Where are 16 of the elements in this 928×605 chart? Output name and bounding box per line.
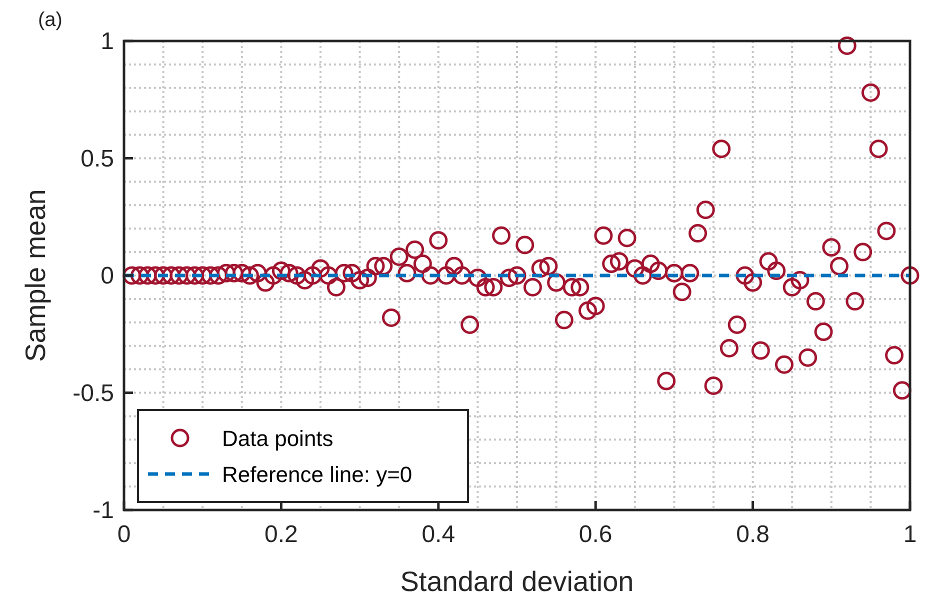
legend-label: Reference line: y=0 <box>222 462 412 487</box>
x-tick-label: 0 <box>117 521 131 548</box>
y-tick-label: -0.5 <box>72 380 114 407</box>
y-tick-label: -1 <box>92 497 114 524</box>
x-tick-label: 0.2 <box>264 521 298 548</box>
text: (a) <box>38 9 62 31</box>
y-tick-label: 0 <box>100 262 114 290</box>
x-tick-label: 0.6 <box>578 521 612 548</box>
x-tick-label: 1 <box>903 521 917 548</box>
y-tick-label: 0.5 <box>80 145 114 172</box>
x-tick-label: 0.4 <box>422 521 456 548</box>
y-tick-label: 1 <box>100 28 114 55</box>
x-tick-label: 0.8 <box>736 521 770 548</box>
y-axis-title: Sample mean <box>20 189 51 362</box>
legend-label: Data points <box>222 426 334 451</box>
x-axis-title: Standard deviation <box>400 566 634 597</box>
